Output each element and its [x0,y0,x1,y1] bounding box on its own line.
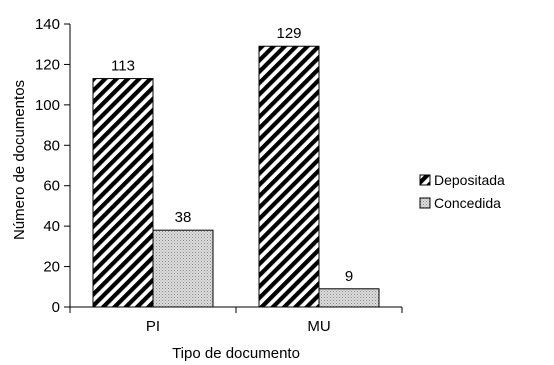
x-tick-label: MU [307,318,330,335]
legend-label-depositada: Depositada [434,172,505,188]
data-label: 38 [175,209,192,226]
y-axis-title: Número de documentos [11,80,28,240]
y-tick-label: 60 [43,178,60,195]
bar-mu-depositada [258,45,320,308]
y-tick-label: 40 [43,218,60,235]
legend-label-concedida: Concedida [434,195,501,211]
y-tick-label: 140 [35,16,60,33]
y-tick-label: 0 [52,299,60,316]
y-tick-label: 20 [43,259,60,276]
legend: Depositada Concedida [419,172,505,211]
bar-pi-depositada [92,78,154,308]
legend-swatch-concedida [419,197,431,209]
data-label: 113 [111,58,135,75]
y-tick-label: 100 [35,97,60,114]
plot-area: 113 38 PI 129 9 MU 0 20 40 60 80 100 120 140 [35,16,403,335]
y-tick-label: 120 [35,56,60,73]
bar-pi-concedida [152,229,214,308]
bar-mu-concedida [318,288,380,308]
x-tick-label: PI [146,318,160,335]
x-axis-title: Tipo de documento [172,345,300,362]
y-tick-label: 80 [43,137,60,154]
data-label: 129 [276,25,301,42]
legend-swatch-depositada [419,174,431,186]
data-label: 9 [345,268,353,285]
